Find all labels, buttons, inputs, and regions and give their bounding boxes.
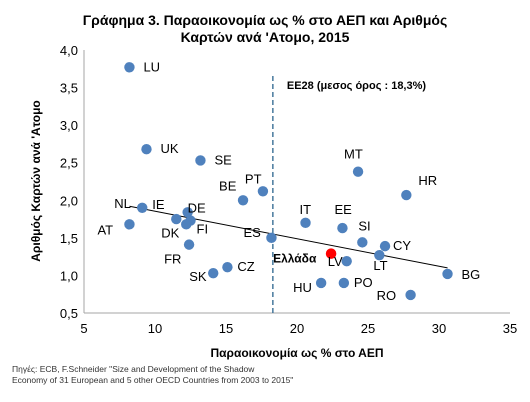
x-tick-label: 25 xyxy=(361,321,375,336)
data-point-labels: LU UK SE PT BE MT HR NL IE DE FI AT DK FR ES IT EE SI CY LT… xyxy=(97,59,480,303)
point-label-nl: NL xyxy=(114,196,131,211)
point-label-es: ES xyxy=(243,225,261,240)
point-label-at: AT xyxy=(97,222,113,237)
data-point-pt xyxy=(257,186,269,197)
data-point-uk xyxy=(141,143,152,155)
y-tick-label: 2,5 xyxy=(60,156,78,171)
data-point-de xyxy=(182,207,193,218)
point-label-bg: BG xyxy=(462,267,481,282)
data-point-greece xyxy=(324,246,338,261)
point-label-de: DE xyxy=(188,200,206,215)
x-tick-labels: 5 10 15 20 25 30 35 xyxy=(80,321,517,336)
data-point-nl xyxy=(137,202,148,213)
data-point-ie xyxy=(171,213,182,225)
data-point-dk xyxy=(181,219,192,230)
point-label-dk: DK xyxy=(161,225,179,240)
data-point-lv xyxy=(341,255,352,267)
point-label-si: SI xyxy=(358,218,370,233)
x-tick-label: 10 xyxy=(148,321,162,336)
data-point-mt xyxy=(352,166,364,177)
point-label-uk: UK xyxy=(160,141,178,156)
data-point-lu xyxy=(124,62,135,73)
data-point-se xyxy=(195,155,206,166)
y-tick-label: 2,0 xyxy=(60,193,78,208)
x-tick-label: 5 xyxy=(80,321,87,336)
chart-title-line-1: Γράφημα 3. Παραοικονομία ως % στο ΑΕΠ κα… xyxy=(82,12,448,28)
x-tick-label: 15 xyxy=(219,321,233,336)
x-tick-label: 20 xyxy=(290,321,304,336)
point-label-hr: HR xyxy=(418,173,437,188)
point-label-it: IT xyxy=(300,202,312,217)
point-label-cy: CY xyxy=(393,238,411,253)
point-label-be: BE xyxy=(219,178,237,193)
source-line-1: Πηγές: ECB, F.Schneider "Size and Develo… xyxy=(12,364,255,374)
y-axis-label: Αριθμός Καρτών ανά 'Ατομο xyxy=(29,100,43,261)
point-label-lt: LT xyxy=(373,258,387,273)
point-label-sk: SK xyxy=(189,269,207,284)
y-tick-label: 1,0 xyxy=(60,268,78,283)
data-point-po xyxy=(338,277,350,289)
data-point-at xyxy=(124,219,135,230)
data-point-lt xyxy=(374,249,385,261)
point-label-ee: EE xyxy=(334,202,352,217)
data-point-ee xyxy=(337,222,348,234)
x-axis-label: Παραοικονομία ως % στο ΑΕΠ xyxy=(210,346,383,360)
point-label-pt: PT xyxy=(245,171,262,186)
data-points xyxy=(124,62,453,301)
data-point-si xyxy=(357,237,368,248)
data-point-sk xyxy=(208,267,219,279)
point-label-ro: RO xyxy=(377,288,397,303)
point-label-greece: Ελλάδα xyxy=(273,252,317,266)
eu-average-label: EE28 (μεσος όρος : 18,3%) xyxy=(287,80,427,92)
point-label-mt: MT xyxy=(344,147,363,162)
point-label-ie: IE xyxy=(152,197,165,212)
y-tick-label: 0,5 xyxy=(60,306,78,321)
data-point-fr xyxy=(183,239,195,250)
point-label-lu: LU xyxy=(143,59,160,74)
source-note: Πηγές: ECB, F.Schneider "Size and Develo… xyxy=(12,364,293,386)
source-line-2: Economy of 31 European and 5 other OECD … xyxy=(12,375,294,385)
point-label-po: PO xyxy=(354,275,373,290)
data-point-bg xyxy=(442,268,453,280)
data-point-es xyxy=(266,232,277,244)
data-point-it xyxy=(300,217,311,229)
x-tick-label: 35 xyxy=(503,321,517,336)
trendline xyxy=(129,205,448,269)
chart-title-line-2: Καρτών ανά 'Ατομο, 2015 xyxy=(180,29,350,45)
y-tick-labels: 0,5 1,0 1,5 2,0 2,5 3,0 3,5 4,0 xyxy=(60,43,78,321)
point-label-hu: HU xyxy=(293,280,312,295)
chart-title: Γράφημα 3. Παραοικονομία ως % στο ΑΕΠ κα… xyxy=(0,12,530,46)
y-tick-label: 4,0 xyxy=(60,43,78,58)
y-tick-label: 3,0 xyxy=(60,118,78,133)
point-label-lv: LV xyxy=(328,254,343,269)
point-label-fr: FR xyxy=(164,252,181,267)
data-point-cy xyxy=(379,240,391,252)
y-tick-label: 1,5 xyxy=(60,231,78,246)
data-point-hr xyxy=(401,189,412,201)
point-label-cz: CZ xyxy=(237,259,254,274)
data-point-ro xyxy=(405,289,416,301)
data-point-hu xyxy=(315,277,327,289)
data-point-cz xyxy=(222,261,233,273)
y-tick-label: 3,5 xyxy=(60,81,78,96)
x-tick-label: 30 xyxy=(432,321,446,336)
point-label-se: SE xyxy=(214,152,232,167)
point-label-fi: FI xyxy=(197,222,209,237)
data-point-be xyxy=(237,195,249,206)
